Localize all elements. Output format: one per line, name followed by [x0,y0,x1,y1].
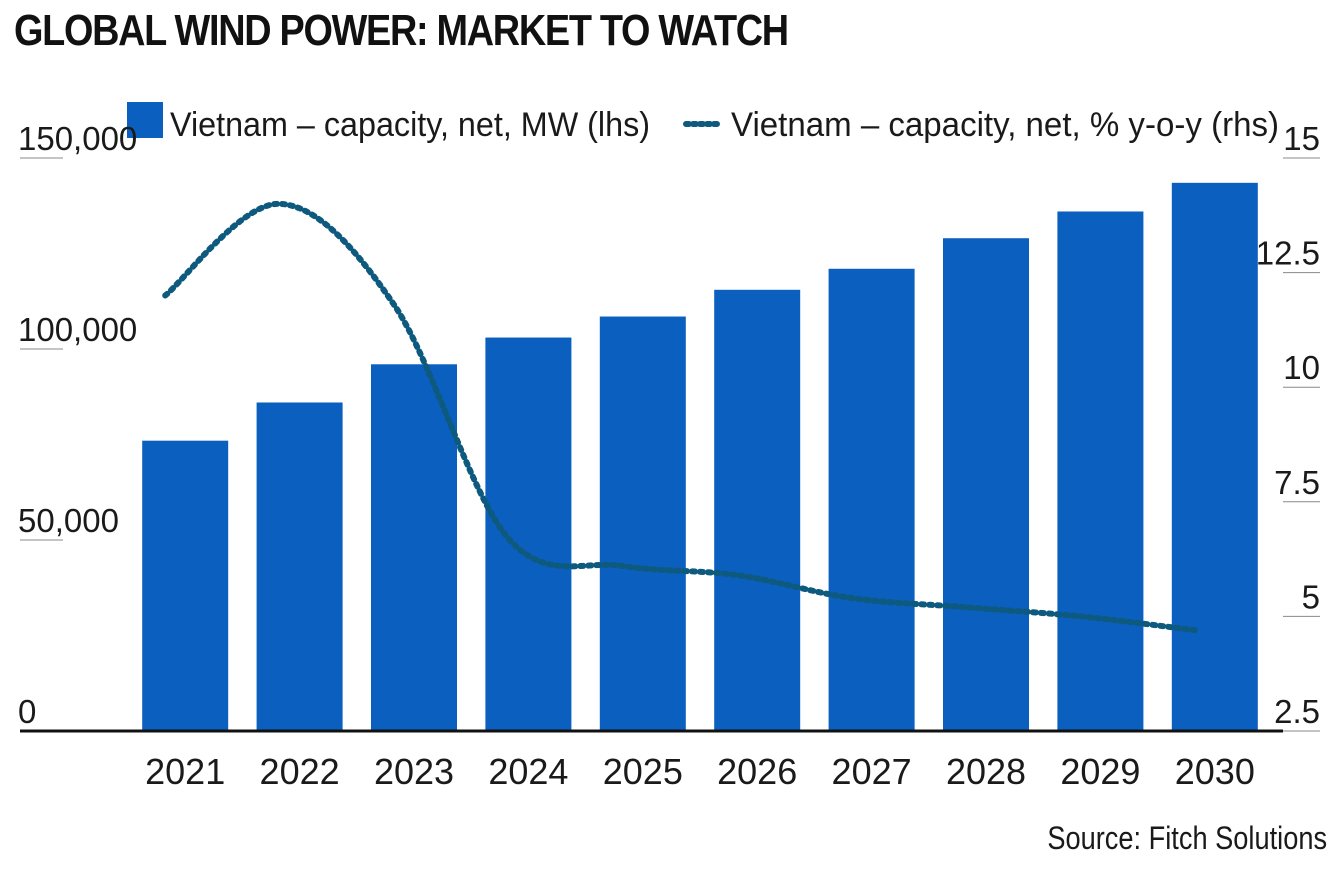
x-tick-label: 2026 [717,751,797,792]
x-tick-label: 2029 [1060,751,1140,792]
right-tick-label: 2.5 [1274,693,1320,730]
x-tick-label: 2021 [145,751,225,792]
right-tick-label: 12.5 [1256,235,1320,272]
x-tick-label: 2030 [1175,751,1255,792]
x-tick-label: 2022 [260,751,340,792]
right-tick-label: 15 [1283,120,1320,157]
legend-bar-label: Vietnam – capacity, net, MW (lhs) [170,106,650,144]
legend-bar-swatch [127,102,163,138]
right-tick-label: 7.5 [1274,464,1320,501]
bar [485,337,572,731]
x-axis: 2021 2022 2023 2024 2025 2026 2027 2028 2029 2030 [145,751,1255,792]
bar-series [142,182,1258,732]
line-series [162,200,1198,634]
left-axis: 0 50,000 100,000 150,000 [18,120,137,730]
legend-line-label: Vietnam – capacity, net, % y-o-y (rhs) [731,106,1279,144]
bar [371,364,457,731]
bar [256,402,343,731]
x-tick-label: 2023 [374,751,454,792]
x-tick-label: 2025 [603,751,683,792]
left-tick-label: 150,000 [18,120,137,157]
right-tick-label: 10 [1283,349,1320,386]
left-tick-label: 0 [18,693,36,730]
x-tick-label: 2024 [488,751,568,792]
chart-title: GLOBAL WIND POWER: MARKET TO WATCH [14,6,789,55]
bar [943,238,1029,731]
bar [1057,211,1144,732]
bar [828,268,915,731]
source-note: Source: Fitch Solutions [1047,820,1327,856]
bar [599,316,686,731]
bar [142,440,229,731]
bar [1171,182,1258,731]
left-tick-label: 100,000 [18,311,137,348]
right-tick-label: 5 [1302,578,1320,615]
x-tick-label: 2028 [946,751,1026,792]
bar [714,289,801,731]
left-tick-label: 50,000 [18,502,119,539]
x-tick-label: 2027 [832,751,912,792]
legend: Vietnam – capacity, net, MW (lhs) Vietna… [127,102,1279,144]
right-axis: 2.5 5 7.5 10 12.5 15 [1256,120,1320,732]
